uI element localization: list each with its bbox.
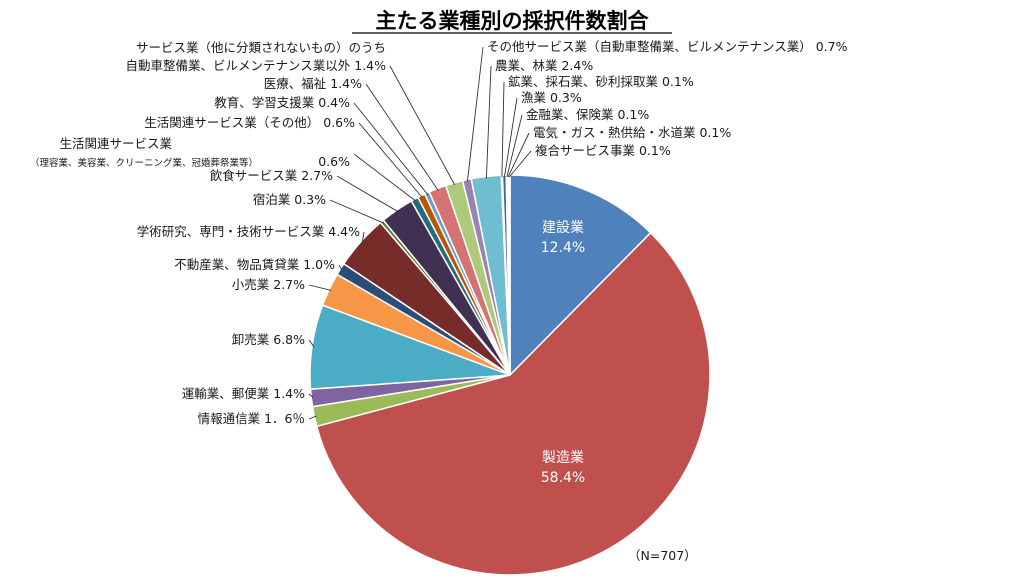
slice-label: 製造業 xyxy=(542,450,584,466)
slice-label: 生活関連サービス業 xyxy=(59,136,172,151)
chart-title: 主たる業種別の採択件数割合 xyxy=(376,9,650,33)
pie-slice xyxy=(509,174,652,377)
leader-line xyxy=(389,65,456,186)
leader-line xyxy=(361,231,365,244)
slice-label: 不動産業、物品賃貸業 1.0% xyxy=(174,257,335,272)
slice-label: 金融業、保険業 0.1% xyxy=(526,107,649,122)
leader-line xyxy=(353,153,416,202)
slice-label: その他サービス業（自動車整備業、ビルメンテナンス業） 0.7% xyxy=(487,39,848,54)
leader-line xyxy=(353,102,429,196)
leader-line xyxy=(507,132,530,178)
slice-label: 情報通信業 1．6％ xyxy=(198,411,305,426)
slice-label: 電気・ガス・熱供給・水道業 0.1% xyxy=(533,125,731,140)
slice-label: 卸売業 6.8% xyxy=(232,332,305,347)
slice-value-label: 58.4% xyxy=(541,470,585,486)
leader-line xyxy=(365,83,439,191)
leader-line xyxy=(308,284,332,291)
slice-label: 宿泊業 0.3% xyxy=(253,192,326,207)
slice-label: 複合サービス事業 0.1% xyxy=(535,143,671,158)
leader-line xyxy=(336,175,399,213)
pie-slice xyxy=(315,231,711,576)
leader-line xyxy=(506,114,523,178)
leader-line xyxy=(485,65,492,179)
leader-line xyxy=(338,264,343,271)
leader-line xyxy=(329,199,384,224)
leader-line xyxy=(503,97,518,178)
slice-value-label: 0.6% xyxy=(318,154,350,169)
slice-label: 漁業 0.3% xyxy=(521,90,582,105)
leader-line xyxy=(308,415,317,420)
slice-label: 学術研究、専門・技術サービス業 4.4% xyxy=(137,224,360,239)
slice-label: 小売業 2.7% xyxy=(232,277,305,292)
slice-label: 飲食サービス業 2.7% xyxy=(210,168,333,183)
slice-label: 鉱業、採石業、砂利採取業 0.1% xyxy=(508,74,694,89)
leader-line xyxy=(308,339,315,348)
leader-lines xyxy=(308,46,532,420)
slice-sublabel: （理容業、美容業、クリーニング業、冠婚葬祭業等） xyxy=(30,157,258,169)
pie-slices xyxy=(309,174,711,576)
leader-line xyxy=(466,46,484,182)
slice-label: 医療、福祉 1.4% xyxy=(264,76,362,91)
slice-value-label: 12.4% xyxy=(541,240,585,256)
leader-line xyxy=(358,122,423,198)
slice-label: 農業、林業 2.4% xyxy=(495,58,593,73)
slice-label: 運輸業、郵便業 1.4% xyxy=(182,386,305,401)
slice-label: 建設業 xyxy=(542,220,584,236)
leader-line xyxy=(308,393,314,399)
slice-labels: 建設業 12.4% 製造業 58.4% 情報通信業 1．6％ 運輸業、郵便業 1.4% 卸売… xyxy=(30,39,848,486)
slice-label: 生活関連サービス業（その他） 0.6% xyxy=(144,115,355,130)
leader-line xyxy=(501,81,505,178)
leader-line xyxy=(509,150,532,178)
slice-label: サービス業（他に分類されないもの）のうち xyxy=(136,40,386,55)
sample-size-note: （N=707） xyxy=(628,548,697,563)
slice-label: 教育、学習支援業 0.4% xyxy=(214,95,350,110)
slice-value-label: 自動車整備業、ビルメンテナンス業以外 1.4% xyxy=(126,58,387,73)
